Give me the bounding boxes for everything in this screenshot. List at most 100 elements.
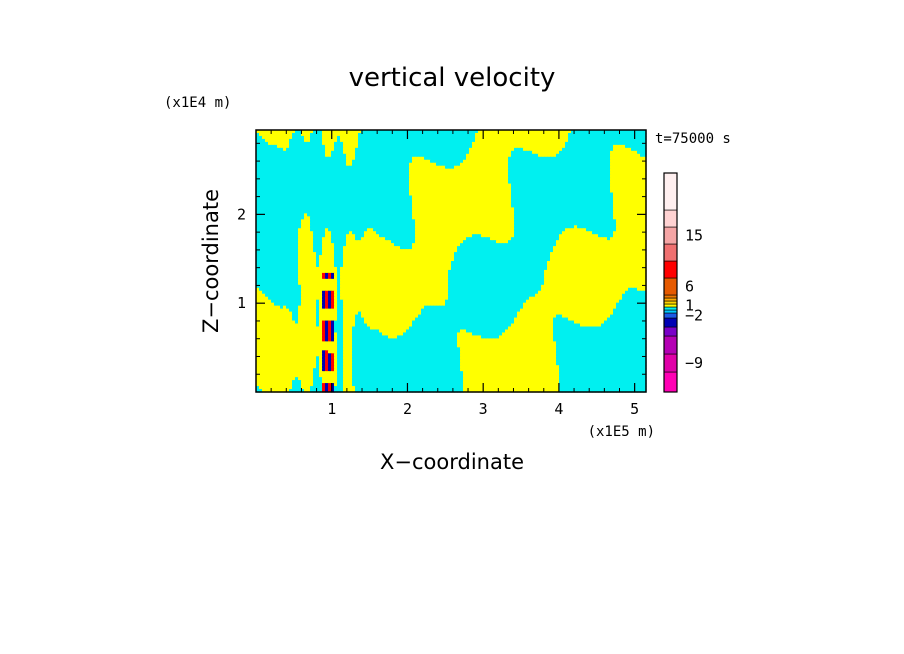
contour-cell [367,147,371,152]
contour-cell [559,144,563,149]
contour-cell [469,156,473,161]
contour-cell [352,147,356,152]
contour-cell [379,156,383,161]
contour-cell [352,132,356,137]
contour-cell [382,130,386,134]
contour-cell [394,130,398,134]
contour-cell [526,135,530,140]
contour-cell [448,130,452,134]
contour-cell [601,150,605,155]
contour-cell [595,156,599,161]
contour-cell [352,141,356,146]
contour-cell [454,132,458,137]
contour-cell [424,138,428,143]
contour-cell [322,144,326,149]
contour-cell [532,138,536,143]
contour-cell [538,130,542,134]
contour-cell [451,135,455,140]
contour-cell [499,138,503,143]
contour-cell [460,132,464,137]
contour-cell [496,132,500,137]
contour-cell [289,159,293,164]
contour-cell [271,150,275,155]
contour-cell [415,132,419,137]
contour-cell [370,132,374,137]
contour-cell [520,141,524,146]
contour-cell [571,147,575,152]
contour-cell [556,130,560,134]
contour-cell [613,144,617,149]
contour-cell [310,135,314,140]
contour-cell [541,135,545,140]
contour-cell [523,144,527,149]
contour-cell [577,153,581,158]
contour-cell [430,147,434,152]
contour-cell [541,141,545,146]
contour-cell [331,132,335,137]
contour-cell [427,141,431,146]
contour-cell [553,150,557,155]
contour-cell [499,135,503,140]
contour-cell [364,153,368,158]
contour-cell [568,144,572,149]
contour-cell [622,132,626,137]
contour-cell [637,147,641,152]
contour-cell [331,156,335,161]
contour-cell [562,135,566,140]
contour-cell [496,156,500,161]
contour-cell [289,130,293,134]
contour-cell [589,150,593,155]
contour-cell [331,144,335,149]
contour-cell [373,156,377,161]
contour-cell [595,130,599,134]
contour-cell [475,153,479,158]
contour-cell [622,156,626,161]
contour-cell [433,150,437,155]
contour-cell [610,132,614,137]
contour-cell [415,147,419,152]
contour-cell [553,130,557,134]
contour-cell [523,156,527,161]
contour-cell [391,153,395,158]
contour-cell [586,156,590,161]
contour-cell [562,138,566,143]
contour-cell [520,138,524,143]
chart-title: vertical velocity [349,63,556,93]
contour-cell [535,144,539,149]
contour-cell [580,153,584,158]
contour-cell [268,156,272,161]
contour-cell [325,141,329,146]
contour-cell [637,138,641,143]
contour-cell [556,144,560,149]
contour-cell [355,147,359,152]
contour-cell [577,141,581,146]
contour-cell [619,150,623,155]
contour-cell [265,144,269,149]
contour-cell [430,138,434,143]
contour-cell [415,135,419,140]
contour-cell [544,150,548,155]
contour-cell [280,130,284,134]
contour-cell [334,156,338,161]
contour-cell [268,141,272,146]
contour-cell [592,132,596,137]
contour-cell [532,141,536,146]
contour-cell [607,144,611,149]
contour-cell [622,150,626,155]
contour-cell [547,135,551,140]
contour-cell [331,150,335,155]
contour-cell [397,147,401,152]
contour-cell [421,138,425,143]
contour-cell [283,144,287,149]
contour-cell [262,132,266,137]
contour-cell [562,144,566,149]
contour-cell [370,130,374,134]
contour-cell [532,147,536,152]
contour-cell [292,156,296,161]
contour-cell [598,156,602,161]
contour-cell [424,150,428,155]
contour-cell [541,130,545,134]
contour-cell [544,130,548,134]
contour-cell [586,130,590,134]
contour-cell [427,132,431,137]
